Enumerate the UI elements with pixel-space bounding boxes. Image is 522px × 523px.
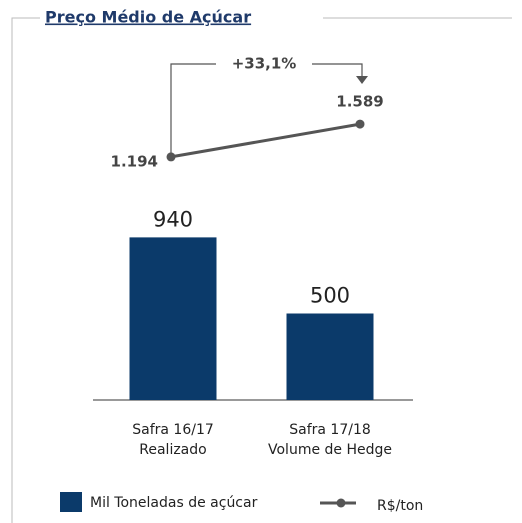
x-tick-label: Safra 16/17 <box>132 422 214 438</box>
annotation: +33,1% <box>232 55 297 73</box>
arrow-head <box>356 76 368 84</box>
data-label: 1.589 <box>336 93 383 111</box>
bar <box>286 313 374 400</box>
legend-label: R$/ton <box>377 498 423 514</box>
bar <box>129 237 217 400</box>
line-point <box>355 119 365 129</box>
data-label: 940 <box>153 207 193 231</box>
x-tick-label: Realizado <box>139 442 206 458</box>
frame <box>11 17 512 523</box>
legend-label: Mil Toneladas de açúcar <box>90 495 258 511</box>
x-tick-label: Volume de Hedge <box>268 442 392 458</box>
legend-swatch <box>60 492 82 512</box>
bracket <box>170 63 363 157</box>
legend-swatch <box>336 498 346 508</box>
line <box>170 122 361 159</box>
x-tick-label: Safra 17/18 <box>289 422 371 438</box>
data-label: 1.194 <box>111 152 158 170</box>
data-label: 500 <box>310 284 350 308</box>
line-point <box>166 152 176 162</box>
chart-title: Preço Médio de Açúcar <box>45 8 251 27</box>
